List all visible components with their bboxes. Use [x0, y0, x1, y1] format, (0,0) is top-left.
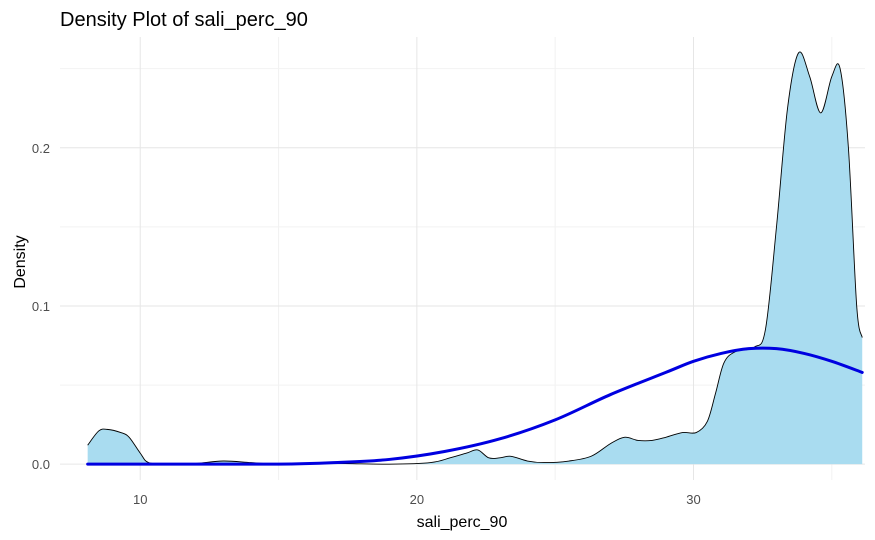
x-tick-label: 30 [686, 492, 700, 507]
y-tick-label: 0.0 [32, 457, 50, 472]
x-tick-labels: 10 20 30 [133, 492, 701, 507]
y-axis-title: Density [12, 235, 29, 288]
x-tick-label: 20 [410, 492, 424, 507]
density-area-fill [87, 51, 863, 465]
x-axis-title: sali_perc_90 [417, 514, 508, 531]
y-tick-label: 0.1 [32, 299, 50, 314]
chart-title: Density Plot of sali_perc_90 [60, 9, 308, 31]
y-tick-label: 0.2 [32, 141, 50, 156]
plot-series [86, 51, 864, 466]
x-tick-label: 10 [133, 492, 147, 507]
y-tick-labels: 0.0 0.1 0.2 [32, 141, 50, 472]
normal-curve-line [86, 346, 864, 466]
